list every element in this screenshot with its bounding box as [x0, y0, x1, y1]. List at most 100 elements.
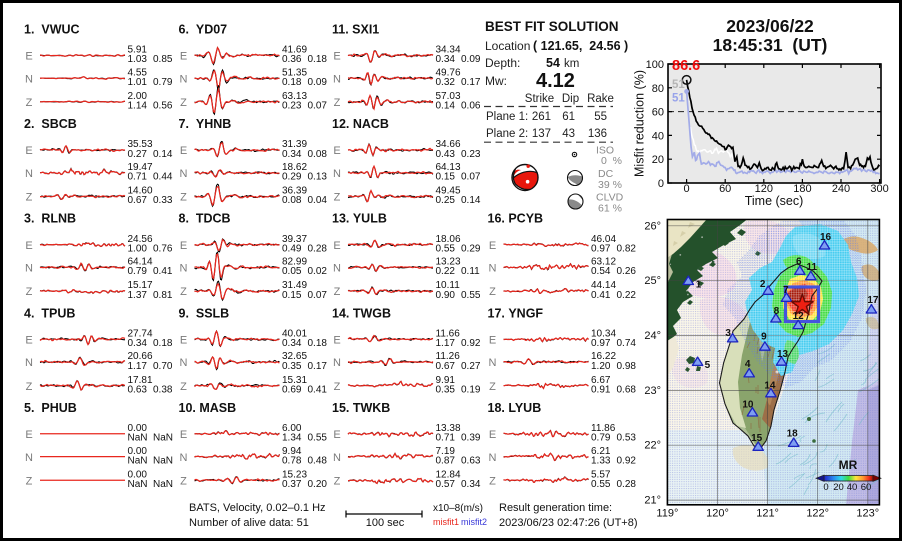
svg-text:49.45: 49.45 [436, 186, 461, 197]
svg-text:0: 0 [658, 178, 664, 190]
svg-text:136: 136 [588, 128, 607, 140]
svg-text:9.94: 9.94 [282, 446, 302, 457]
svg-text:Number of alive data: 51: Number of alive data: 51 [189, 517, 309, 529]
svg-text:Z: Z [26, 192, 33, 204]
svg-text:NaN: NaN [128, 455, 148, 466]
svg-text:0.37: 0.37 [282, 479, 302, 490]
svg-text:12. NACB: 12. NACB [332, 117, 389, 131]
svg-text:10. MASB: 10. MASB [179, 401, 237, 415]
svg-text:100 sec: 100 sec [366, 517, 405, 529]
svg-text:86.6: 86.6 [672, 58, 700, 74]
svg-text:14. TWGB: 14. TWGB [332, 306, 391, 320]
svg-text:0.82: 0.82 [617, 243, 637, 254]
svg-text:0.06: 0.06 [461, 101, 481, 112]
svg-text:0.71: 0.71 [128, 172, 148, 183]
svg-text:0.25: 0.25 [436, 195, 456, 206]
svg-text:5.57: 5.57 [591, 469, 611, 480]
svg-text:0.18: 0.18 [308, 338, 328, 349]
svg-text:261: 261 [532, 111, 551, 123]
svg-text:17: 17 [867, 295, 879, 306]
svg-text:0.08: 0.08 [308, 149, 328, 160]
svg-text:34.66: 34.66 [436, 139, 461, 150]
svg-text:N: N [180, 357, 188, 369]
svg-text:E: E [489, 429, 496, 441]
svg-text:E: E [333, 240, 340, 252]
svg-text:0.11: 0.11 [461, 266, 480, 277]
svg-text:0.97: 0.97 [591, 338, 611, 349]
svg-text:0.29: 0.29 [461, 243, 481, 254]
svg-text:0.22: 0.22 [436, 266, 456, 277]
svg-text:21°: 21° [644, 495, 661, 507]
svg-text:Plane 1:: Plane 1: [486, 111, 528, 123]
svg-text:300: 300 [870, 183, 888, 195]
svg-text:0.07: 0.07 [308, 290, 328, 301]
svg-text:0.81: 0.81 [153, 290, 173, 301]
svg-text:16.22: 16.22 [591, 351, 616, 362]
svg-text:46.04: 46.04 [591, 234, 616, 245]
svg-text:1.17: 1.17 [436, 338, 456, 349]
svg-text:MR: MR [839, 458, 858, 472]
svg-text:N: N [25, 263, 33, 275]
svg-text:E: E [333, 334, 340, 346]
svg-text:2. SBCB: 2. SBCB [24, 117, 77, 131]
svg-text:39 %: 39 % [598, 179, 622, 191]
svg-text:0.70: 0.70 [153, 361, 173, 372]
svg-text:20.66: 20.66 [128, 351, 153, 362]
svg-text:49.76: 49.76 [436, 67, 461, 78]
svg-text:2023/06/22: 2023/06/22 [726, 16, 814, 36]
svg-text:100: 100 [646, 59, 664, 71]
svg-text:0.44: 0.44 [153, 172, 173, 183]
svg-text:0.08: 0.08 [282, 195, 302, 206]
svg-text:Depth:: Depth: [485, 56, 520, 70]
svg-text:0.27: 0.27 [128, 149, 148, 160]
svg-text:0.28: 0.28 [308, 243, 328, 254]
svg-text:0 %: 0 % [601, 155, 622, 167]
svg-text:0.15: 0.15 [436, 172, 456, 183]
svg-text:0.87: 0.87 [436, 455, 456, 466]
svg-text:0.34: 0.34 [128, 338, 148, 349]
svg-text:11: 11 [807, 262, 818, 273]
svg-text:0.35: 0.35 [282, 361, 302, 372]
svg-text:N: N [333, 357, 341, 369]
svg-text:0.76: 0.76 [153, 243, 173, 254]
svg-text:64.14: 64.14 [128, 257, 153, 268]
svg-text:N: N [25, 452, 33, 464]
svg-text:0.71: 0.71 [436, 433, 456, 444]
svg-text:E: E [25, 51, 32, 63]
svg-text:1.03: 1.03 [128, 54, 148, 65]
svg-text:120°: 120° [706, 508, 729, 520]
svg-text:5. PHUB: 5. PHUB [24, 401, 77, 415]
svg-text:0.92: 0.92 [617, 455, 637, 466]
svg-text:N: N [25, 73, 33, 85]
svg-text:61: 61 [562, 111, 575, 123]
svg-text:120: 120 [755, 183, 773, 195]
svg-text:E: E [333, 51, 340, 63]
svg-text:misfit2: misfit2 [461, 517, 487, 527]
svg-text:Z: Z [334, 286, 341, 298]
svg-text:E: E [333, 429, 340, 441]
svg-text:Plane 2:: Plane 2: [486, 128, 528, 140]
svg-text:Misfit reduction (%): Misfit reduction (%) [633, 70, 647, 177]
svg-text:60: 60 [652, 107, 664, 119]
svg-text:0.39: 0.39 [461, 433, 481, 444]
svg-text:0.41: 0.41 [153, 266, 173, 277]
svg-text:0.34: 0.34 [282, 149, 302, 160]
svg-text:0.67: 0.67 [128, 195, 148, 206]
svg-text:0.79: 0.79 [128, 266, 148, 277]
svg-text:NaN: NaN [153, 433, 173, 444]
svg-text:43: 43 [562, 128, 575, 140]
svg-text:0.49: 0.49 [282, 243, 302, 254]
svg-text:16. PCYB: 16. PCYB [488, 212, 544, 226]
svg-text:4: 4 [745, 359, 751, 370]
svg-text:0.07: 0.07 [461, 172, 481, 183]
svg-text:9: 9 [761, 332, 767, 343]
svg-text:14.60: 14.60 [128, 186, 153, 197]
svg-text:0.05: 0.05 [282, 266, 302, 277]
svg-text:0.17: 0.17 [308, 361, 328, 372]
svg-text:E: E [180, 145, 187, 157]
svg-text:11.26: 11.26 [436, 351, 461, 362]
svg-text:Z: Z [180, 97, 187, 109]
svg-text:54: 54 [546, 56, 560, 70]
svg-text:180: 180 [793, 183, 811, 195]
svg-text:4.12: 4.12 [536, 70, 575, 92]
